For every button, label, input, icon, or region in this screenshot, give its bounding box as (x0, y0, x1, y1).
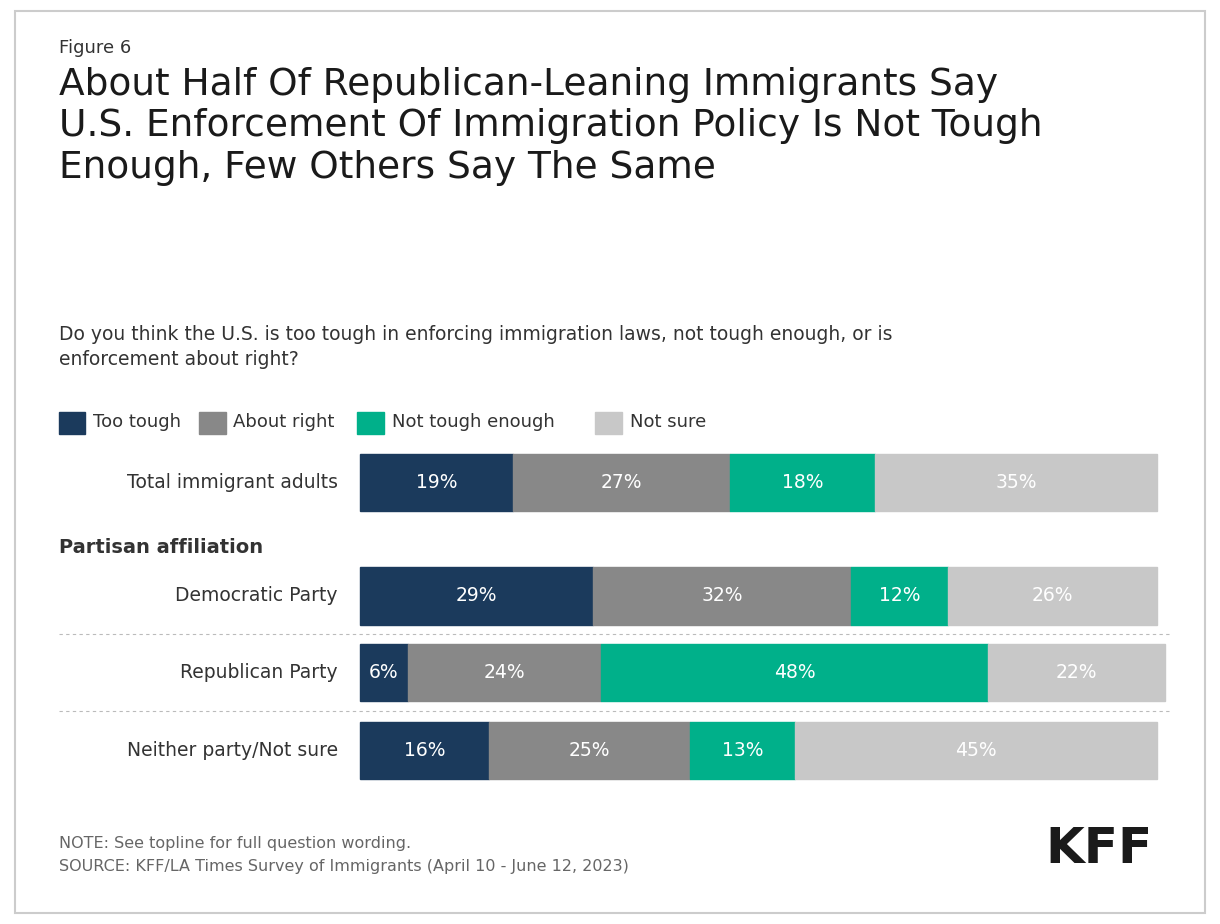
Text: NOTE: See topline for full question wording.: NOTE: See topline for full question word… (59, 836, 411, 851)
Bar (601, 644, 988, 701)
Bar (988, 644, 1165, 701)
Bar (360, 567, 593, 625)
Text: 29%: 29% (456, 587, 498, 605)
Bar (593, 567, 852, 625)
Text: Do you think the U.S. is too tough in enforcing immigration laws, not tough enou: Do you think the U.S. is too tough in en… (59, 325, 892, 370)
Text: 27%: 27% (600, 473, 643, 492)
Text: Partisan affiliation: Partisan affiliation (59, 538, 262, 557)
Bar (409, 644, 601, 701)
Text: Neither party/Not sure: Neither party/Not sure (127, 741, 338, 760)
Text: 45%: 45% (955, 741, 997, 760)
Text: Total immigrant adults: Total immigrant adults (127, 473, 338, 492)
Text: Not tough enough: Not tough enough (392, 413, 554, 432)
Text: 24%: 24% (484, 663, 526, 682)
Bar (794, 722, 1157, 779)
Bar (360, 722, 489, 779)
Bar (731, 454, 875, 511)
Bar (512, 454, 731, 511)
Text: KFF: KFF (1046, 825, 1153, 873)
Bar (852, 567, 948, 625)
Bar (691, 722, 794, 779)
Text: About Half Of Republican-Leaning Immigrants Say
U.S. Enforcement Of Immigration : About Half Of Republican-Leaning Immigra… (59, 67, 1042, 186)
Text: 6%: 6% (370, 663, 399, 682)
Text: 19%: 19% (416, 473, 458, 492)
Text: SOURCE: KFF/LA Times Survey of Immigrants (April 10 - June 12, 2023): SOURCE: KFF/LA Times Survey of Immigrant… (59, 859, 628, 874)
Text: 13%: 13% (721, 741, 764, 760)
Text: Republican Party: Republican Party (181, 663, 338, 682)
Bar (357, 412, 384, 434)
Bar (489, 722, 691, 779)
Bar (595, 412, 622, 434)
Text: 18%: 18% (782, 473, 824, 492)
Text: About right: About right (233, 413, 334, 432)
Bar (360, 644, 409, 701)
Text: 22%: 22% (1055, 663, 1097, 682)
Bar (948, 567, 1157, 625)
Text: 25%: 25% (569, 741, 610, 760)
Text: Democratic Party: Democratic Party (176, 587, 338, 605)
Text: Not sure: Not sure (630, 413, 705, 432)
Text: 48%: 48% (773, 663, 815, 682)
Text: 35%: 35% (996, 473, 1037, 492)
Text: 12%: 12% (878, 587, 920, 605)
Text: 26%: 26% (1032, 587, 1074, 605)
Bar (360, 454, 512, 511)
Bar (875, 454, 1157, 511)
Bar (59, 412, 85, 434)
Text: 16%: 16% (404, 741, 445, 760)
Text: Figure 6: Figure 6 (59, 39, 131, 56)
Bar (199, 412, 226, 434)
Text: 32%: 32% (702, 587, 743, 605)
Text: Too tough: Too tough (93, 413, 181, 432)
